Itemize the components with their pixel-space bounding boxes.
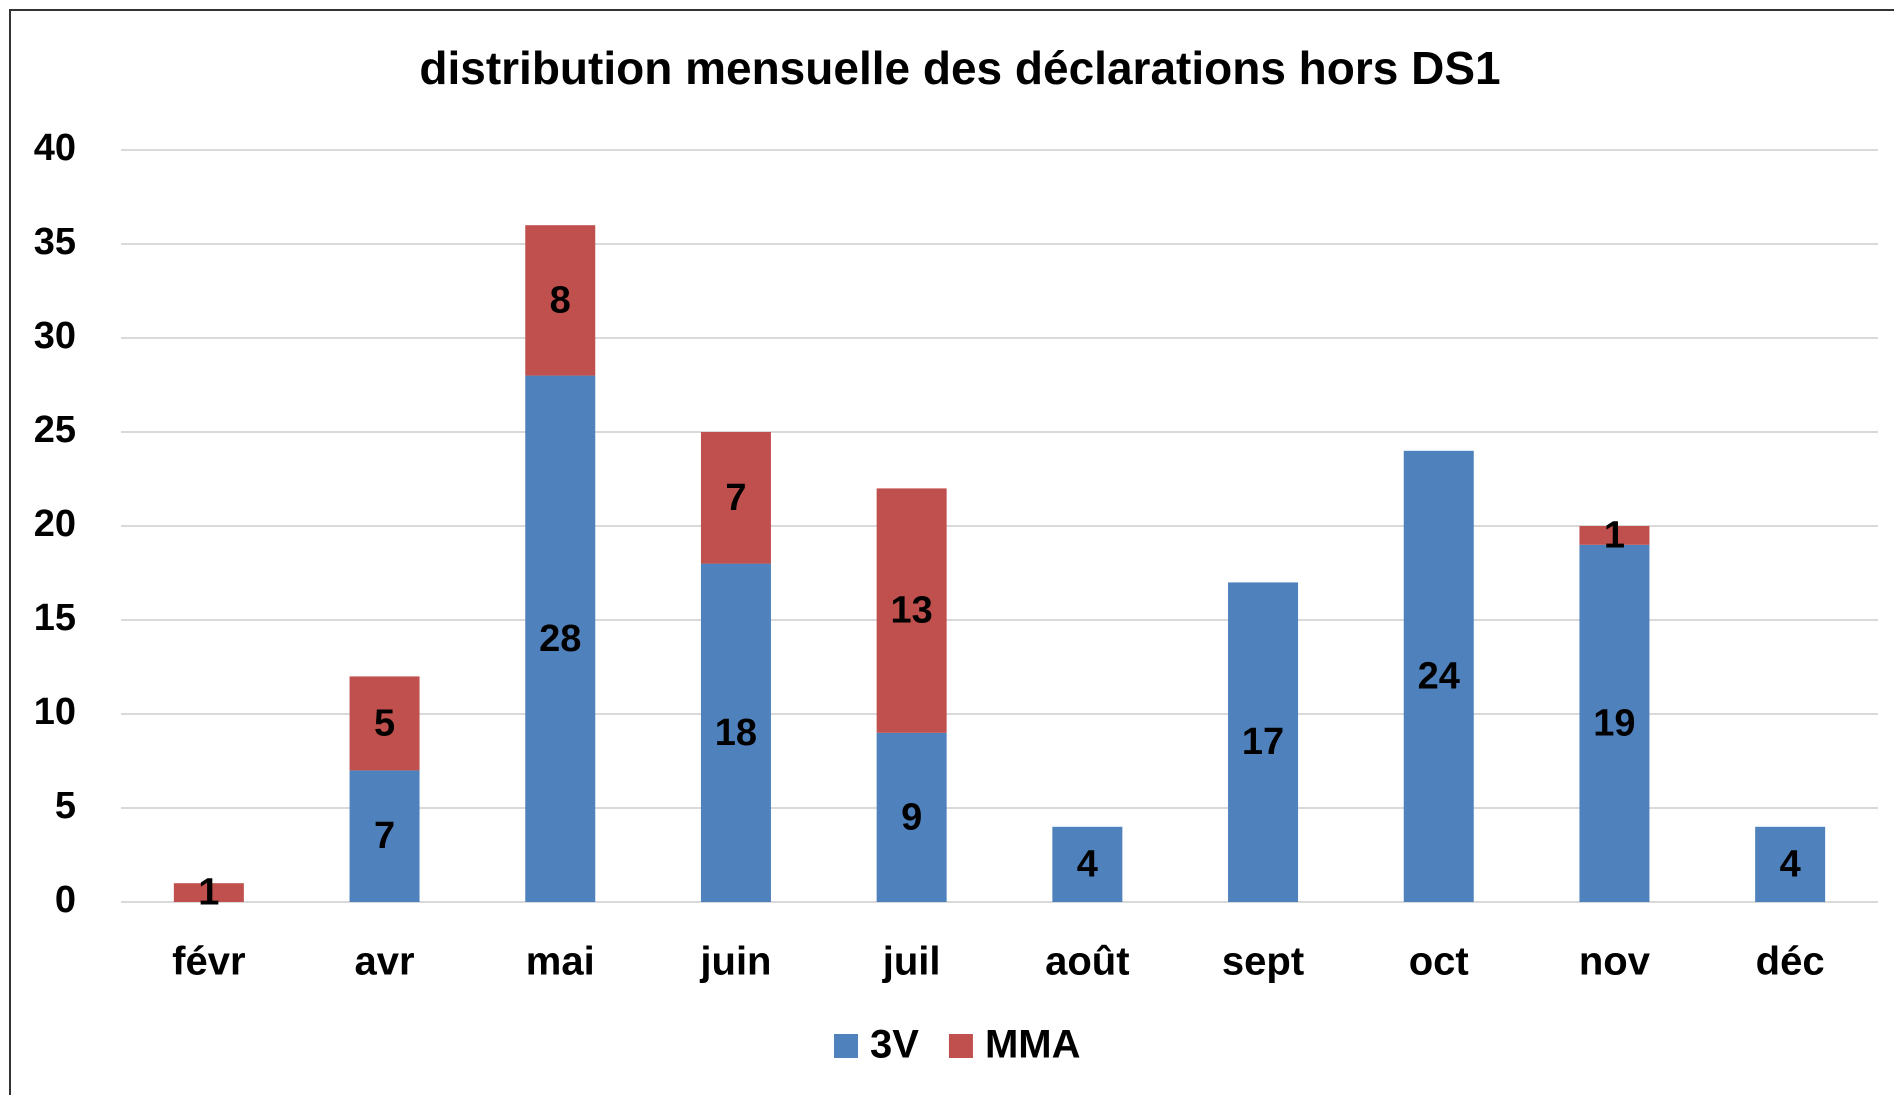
data-label: 17 <box>1242 721 1284 763</box>
x-tick-label: août <box>1045 940 1129 984</box>
y-tick-label: 5 <box>55 785 76 827</box>
y-tick-label: 35 <box>34 221 76 263</box>
data-label: 1 <box>1604 514 1625 556</box>
x-tick-label: juin <box>699 940 771 984</box>
x-tick-label: sept <box>1222 940 1304 984</box>
x-tick-label: oct <box>1409 940 1469 984</box>
data-label: 1 <box>198 872 219 914</box>
legend-swatch <box>949 1034 973 1058</box>
y-tick-label: 15 <box>34 597 76 639</box>
legend-swatch <box>834 1034 858 1058</box>
data-label: 7 <box>374 815 395 857</box>
y-tick-label: 30 <box>34 315 76 357</box>
y-tick-label: 40 <box>34 127 76 169</box>
data-label: 19 <box>1593 702 1635 744</box>
y-tick-label: 0 <box>55 879 76 921</box>
data-label: 4 <box>1780 843 1801 885</box>
y-tick-label: 10 <box>34 691 76 733</box>
data-label: 28 <box>539 618 581 660</box>
page: distribution mensuelle des déclarations … <box>0 0 1894 1095</box>
chart-title: distribution mensuelle des déclarations … <box>419 42 1500 94</box>
data-label: 9 <box>901 796 922 838</box>
x-tick-label: févr <box>172 940 245 984</box>
data-label: 18 <box>715 712 757 754</box>
chart: distribution mensuelle des déclarations … <box>0 0 1894 1095</box>
data-label: 7 <box>725 477 746 519</box>
x-tick-label: juil <box>882 940 941 984</box>
data-label: 5 <box>374 702 395 744</box>
x-tick-label: mai <box>526 940 595 984</box>
data-label: 24 <box>1418 655 1460 697</box>
legend-label: MMA <box>985 1023 1081 1067</box>
x-tick-label: nov <box>1579 940 1651 984</box>
data-label: 8 <box>550 279 571 321</box>
legend-label: 3V <box>870 1023 919 1067</box>
data-label: 4 <box>1077 843 1098 885</box>
data-label: 13 <box>891 590 933 632</box>
x-tick-label: avr <box>355 940 415 984</box>
y-tick-label: 20 <box>34 503 76 545</box>
y-tick-label: 25 <box>34 409 76 451</box>
x-tick-label: déc <box>1756 940 1825 984</box>
